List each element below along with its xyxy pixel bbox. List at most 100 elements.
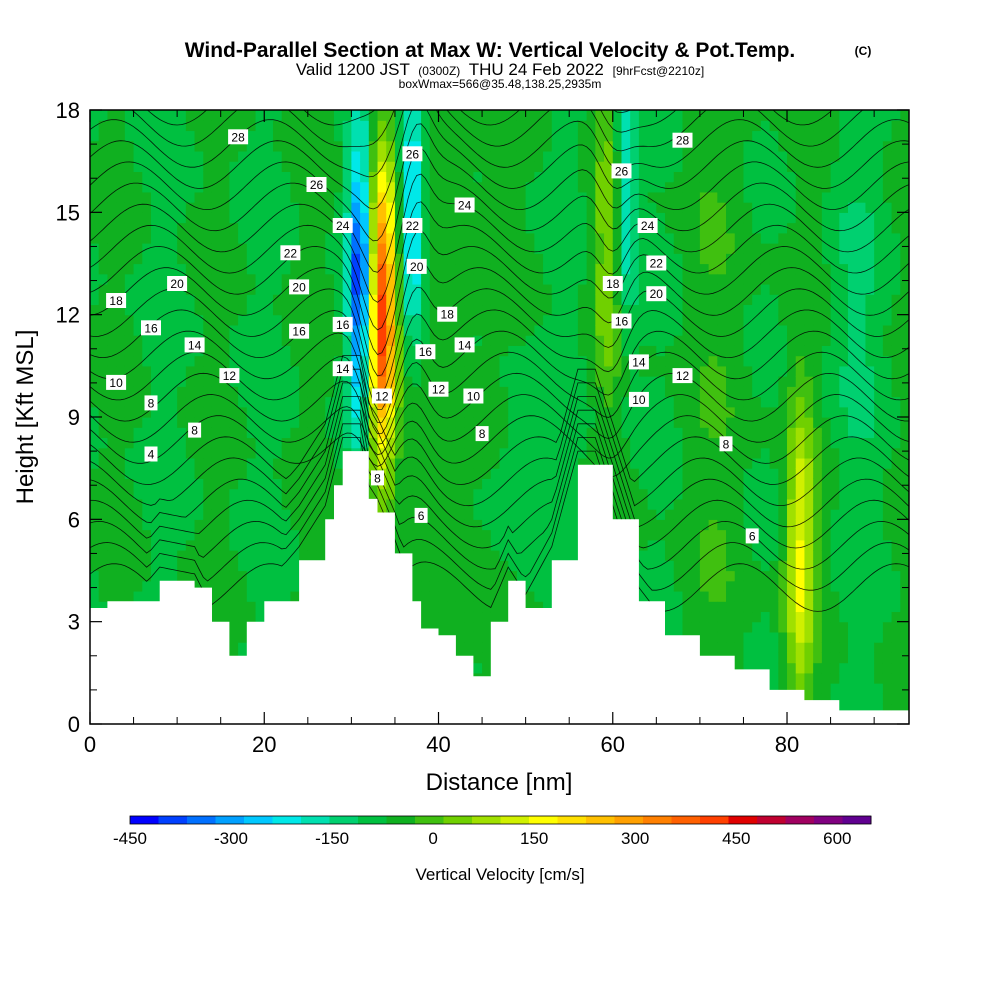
field-cell — [490, 406, 501, 418]
field-cell — [264, 498, 274, 510]
field-cell — [595, 232, 605, 244]
field-cell — [787, 365, 797, 377]
field-cell — [464, 232, 474, 244]
field-cell — [124, 560, 135, 572]
field-cell — [412, 130, 422, 142]
field-cell — [342, 304, 352, 316]
field-cell — [412, 376, 422, 387]
field-cell — [386, 355, 396, 367]
field-cell — [769, 498, 779, 510]
field-cell — [708, 304, 718, 316]
field-cell — [699, 273, 710, 285]
field-cell — [412, 191, 422, 203]
field-cell — [447, 253, 457, 265]
field-cell — [516, 376, 527, 387]
field-cell — [281, 191, 291, 203]
field-cell — [804, 550, 814, 561]
field-cell — [595, 171, 605, 183]
field-cell — [264, 314, 274, 326]
field-cell — [264, 294, 274, 306]
field-cell — [124, 335, 135, 346]
field-cell — [586, 396, 596, 408]
field-cell — [386, 212, 396, 224]
field-cell — [142, 386, 152, 398]
field-cell — [377, 150, 387, 162]
field-cell — [377, 324, 387, 336]
field-cell — [543, 488, 553, 500]
field-cell — [726, 631, 736, 643]
field-cell — [203, 478, 213, 490]
chart-title: Wind-Parallel Section at Max W: Vertical… — [185, 39, 796, 62]
field-cell — [150, 171, 161, 183]
field-cell — [473, 539, 483, 551]
field-cell — [586, 314, 596, 326]
field-cell — [342, 232, 352, 244]
field-cell — [124, 365, 135, 377]
field-cell — [673, 437, 684, 449]
field-cell — [98, 437, 109, 449]
field-cell — [604, 324, 614, 336]
field-cell — [98, 519, 109, 531]
field-cell — [246, 386, 257, 398]
field-cell — [360, 243, 370, 254]
field-cell — [795, 253, 806, 265]
field-cell — [708, 590, 718, 602]
field-cell — [525, 437, 535, 449]
field-cell — [307, 529, 318, 541]
field-cell — [473, 365, 483, 377]
field-cell — [795, 191, 806, 203]
field-cell — [534, 560, 544, 572]
field-cell — [647, 232, 657, 244]
field-cell — [525, 560, 535, 572]
field-cell — [543, 191, 553, 203]
field-cell — [760, 376, 771, 387]
field-cell — [516, 314, 527, 326]
field-cell — [490, 171, 501, 183]
field-cell — [220, 590, 230, 602]
field-cell — [272, 345, 283, 357]
field-cell — [577, 314, 588, 326]
field-cell — [238, 642, 248, 653]
field-cell — [229, 560, 239, 572]
field-cell — [194, 386, 204, 398]
field-cell — [316, 120, 326, 132]
field-cell — [682, 427, 692, 439]
field-cell — [752, 130, 762, 142]
field-cell — [316, 273, 326, 285]
field-cell — [429, 314, 440, 326]
field-cell — [560, 243, 570, 254]
field-cell — [699, 181, 710, 193]
field-cell — [264, 406, 274, 418]
field-cell — [421, 468, 431, 479]
field-cell — [299, 447, 309, 459]
field-cell — [516, 273, 527, 285]
field-cell — [194, 191, 204, 203]
field-cell — [133, 509, 143, 520]
field-cell — [804, 232, 814, 244]
field-cell — [421, 386, 431, 398]
field-cell — [351, 212, 361, 224]
field-cell — [482, 202, 492, 213]
field-cell — [185, 560, 196, 572]
field-cell — [490, 386, 501, 398]
field-cell — [804, 212, 814, 224]
field-cell — [238, 560, 248, 572]
field-cell — [316, 457, 326, 469]
field-cell — [656, 488, 666, 500]
field-cell — [516, 263, 527, 275]
field-cell — [621, 324, 631, 336]
field-cell — [525, 232, 535, 244]
field-cell — [133, 273, 143, 285]
field-cell — [211, 263, 222, 275]
field-cell — [316, 406, 326, 418]
field-cell — [412, 110, 422, 121]
field-cell — [203, 335, 213, 346]
field-cell — [394, 417, 405, 428]
field-cell — [760, 263, 771, 275]
field-cell — [168, 110, 178, 121]
field-cell — [185, 110, 196, 121]
field-cell — [342, 150, 352, 162]
field-cell — [429, 191, 440, 203]
field-cell — [290, 304, 300, 316]
